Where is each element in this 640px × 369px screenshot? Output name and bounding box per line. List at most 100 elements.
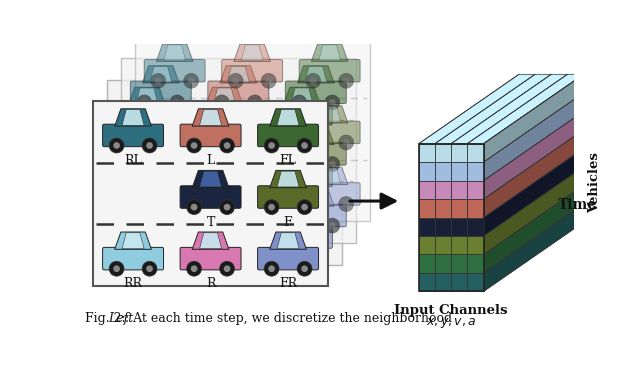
Circle shape	[234, 178, 248, 193]
FancyBboxPatch shape	[285, 204, 346, 227]
Circle shape	[329, 222, 335, 229]
Polygon shape	[206, 210, 243, 228]
Polygon shape	[241, 168, 263, 184]
FancyBboxPatch shape	[144, 59, 205, 82]
Polygon shape	[484, 130, 584, 218]
Text: RL: RL	[124, 154, 142, 167]
Circle shape	[343, 201, 349, 207]
Polygon shape	[269, 109, 307, 126]
Circle shape	[325, 95, 340, 110]
Circle shape	[205, 244, 211, 251]
Bar	[451, 162, 467, 180]
Circle shape	[329, 99, 335, 106]
Circle shape	[205, 182, 211, 189]
Circle shape	[146, 265, 153, 272]
Circle shape	[127, 121, 134, 127]
Polygon shape	[291, 211, 313, 227]
Polygon shape	[319, 107, 340, 122]
Text: $x, y, v, a$: $x, y, v, a$	[426, 316, 477, 330]
Circle shape	[315, 182, 322, 189]
Circle shape	[220, 138, 234, 153]
Circle shape	[292, 218, 307, 233]
FancyBboxPatch shape	[131, 81, 191, 104]
Bar	[467, 236, 484, 255]
Polygon shape	[143, 189, 179, 206]
Polygon shape	[305, 128, 327, 144]
Polygon shape	[269, 170, 307, 188]
Circle shape	[218, 222, 225, 229]
Circle shape	[261, 197, 276, 211]
Polygon shape	[156, 167, 193, 184]
Circle shape	[247, 156, 262, 172]
FancyBboxPatch shape	[194, 164, 255, 187]
Polygon shape	[451, 74, 568, 144]
Bar	[467, 144, 484, 162]
Circle shape	[278, 117, 293, 131]
Text: R: R	[206, 277, 215, 290]
Bar	[419, 144, 435, 162]
Polygon shape	[214, 211, 236, 227]
Circle shape	[306, 135, 321, 150]
Circle shape	[296, 222, 303, 229]
FancyBboxPatch shape	[102, 124, 164, 146]
Polygon shape	[136, 211, 158, 227]
Circle shape	[315, 244, 322, 251]
Polygon shape	[192, 109, 229, 126]
Circle shape	[188, 201, 195, 207]
Bar	[435, 162, 451, 180]
Circle shape	[156, 240, 171, 255]
Circle shape	[278, 240, 293, 255]
Polygon shape	[484, 148, 584, 236]
Polygon shape	[214, 149, 236, 165]
Circle shape	[261, 73, 276, 88]
Circle shape	[228, 135, 243, 150]
Circle shape	[252, 99, 258, 106]
Bar	[435, 180, 451, 199]
Circle shape	[247, 95, 262, 110]
Polygon shape	[136, 88, 158, 104]
Circle shape	[214, 218, 229, 233]
Circle shape	[282, 244, 289, 251]
Polygon shape	[129, 87, 165, 104]
Circle shape	[311, 117, 326, 131]
Polygon shape	[484, 204, 584, 292]
Bar	[451, 273, 467, 292]
Polygon shape	[484, 111, 584, 199]
Circle shape	[155, 201, 161, 207]
Circle shape	[343, 139, 349, 146]
Polygon shape	[115, 232, 152, 249]
FancyBboxPatch shape	[271, 103, 332, 125]
Text: Vehicles: Vehicles	[588, 152, 601, 213]
Circle shape	[187, 138, 202, 153]
Circle shape	[232, 139, 239, 146]
Circle shape	[268, 265, 275, 272]
Circle shape	[214, 156, 229, 172]
Circle shape	[170, 218, 185, 233]
FancyBboxPatch shape	[116, 103, 177, 125]
FancyBboxPatch shape	[299, 59, 360, 82]
Circle shape	[264, 261, 279, 276]
Circle shape	[137, 95, 152, 110]
Bar	[419, 162, 435, 180]
Circle shape	[220, 261, 234, 276]
Polygon shape	[220, 189, 257, 206]
FancyBboxPatch shape	[135, 37, 369, 221]
Circle shape	[268, 204, 275, 210]
Polygon shape	[234, 167, 271, 184]
Polygon shape	[214, 88, 236, 104]
Circle shape	[261, 135, 276, 150]
Circle shape	[232, 201, 239, 207]
Circle shape	[137, 218, 152, 233]
Bar	[467, 199, 484, 218]
Circle shape	[187, 200, 202, 214]
Circle shape	[292, 156, 307, 172]
Text: RR: RR	[124, 277, 143, 290]
Circle shape	[268, 142, 275, 149]
Circle shape	[264, 138, 279, 153]
Bar	[435, 144, 451, 162]
Polygon shape	[200, 233, 221, 249]
Bar	[451, 144, 467, 162]
Circle shape	[325, 218, 340, 233]
Polygon shape	[319, 45, 340, 61]
FancyBboxPatch shape	[107, 80, 342, 265]
